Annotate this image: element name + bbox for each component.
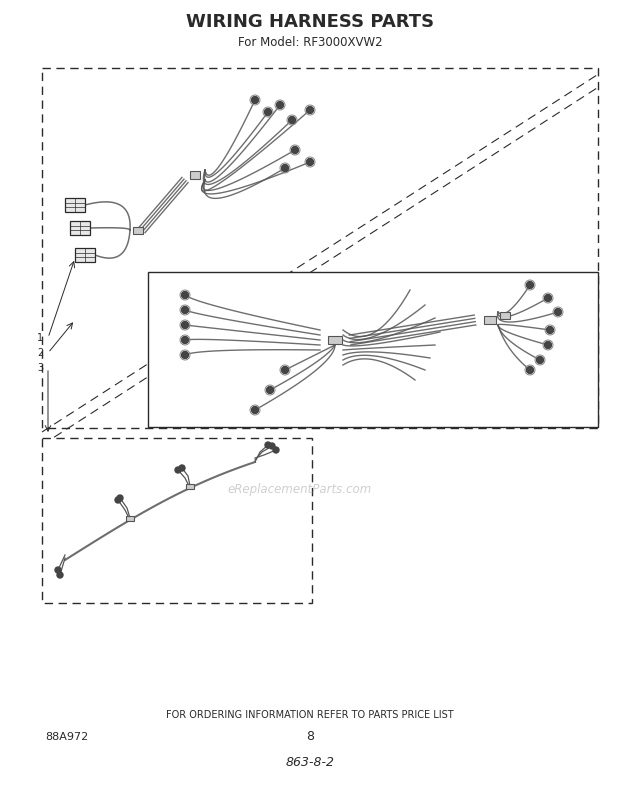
Circle shape <box>182 307 188 314</box>
Bar <box>500 311 510 318</box>
Circle shape <box>281 164 288 171</box>
Bar <box>42 68 598 428</box>
Circle shape <box>306 159 314 165</box>
Bar <box>70 221 90 235</box>
Circle shape <box>269 443 275 449</box>
Circle shape <box>265 108 272 115</box>
Circle shape <box>179 465 185 471</box>
Circle shape <box>273 447 279 453</box>
Bar <box>126 516 134 521</box>
Circle shape <box>57 572 63 578</box>
Circle shape <box>252 96 259 103</box>
Bar <box>42 438 312 603</box>
Circle shape <box>55 567 61 573</box>
Text: 3: 3 <box>37 363 43 373</box>
Circle shape <box>117 495 123 501</box>
Circle shape <box>544 295 552 302</box>
Circle shape <box>182 352 188 359</box>
Bar <box>75 248 95 262</box>
Circle shape <box>175 467 181 473</box>
Circle shape <box>115 497 121 503</box>
Circle shape <box>544 341 552 348</box>
Circle shape <box>554 309 562 315</box>
Bar <box>484 316 496 324</box>
Circle shape <box>546 326 554 333</box>
Text: WIRING HARNESS PARTS: WIRING HARNESS PARTS <box>186 13 434 31</box>
Circle shape <box>182 337 188 344</box>
Circle shape <box>288 116 296 123</box>
Text: 863-8-2: 863-8-2 <box>285 755 335 769</box>
Bar <box>190 171 200 179</box>
Circle shape <box>281 367 288 374</box>
Text: 8: 8 <box>306 731 314 743</box>
Bar <box>65 198 85 212</box>
Circle shape <box>306 107 314 114</box>
Text: For Model: RF3000XVW2: For Model: RF3000XVW2 <box>237 36 383 48</box>
Circle shape <box>526 367 533 374</box>
Circle shape <box>277 101 283 108</box>
Circle shape <box>536 356 544 363</box>
Circle shape <box>252 407 259 413</box>
Text: FOR ORDERING INFORMATION REFER TO PARTS PRICE LIST: FOR ORDERING INFORMATION REFER TO PARTS … <box>166 710 454 720</box>
Circle shape <box>265 442 271 448</box>
Bar <box>186 483 194 488</box>
Circle shape <box>182 292 188 299</box>
Text: 1: 1 <box>37 333 43 343</box>
Bar <box>148 272 598 427</box>
Text: eReplacementParts.com: eReplacementParts.com <box>228 483 372 496</box>
Circle shape <box>291 146 298 153</box>
Circle shape <box>267 386 273 393</box>
Text: 2: 2 <box>37 348 43 358</box>
Bar <box>133 227 143 234</box>
Bar <box>328 336 342 344</box>
Circle shape <box>182 322 188 329</box>
Circle shape <box>526 281 533 288</box>
Text: 88A972: 88A972 <box>45 732 88 742</box>
